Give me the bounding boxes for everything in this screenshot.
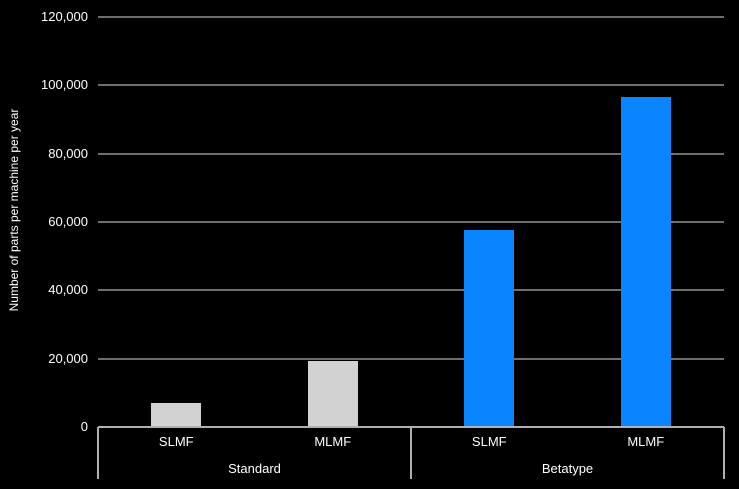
y-tick-label: 0 — [80, 419, 88, 434]
y-tick-label: 20,000 — [48, 350, 88, 366]
gridline — [98, 84, 724, 87]
group-separator — [723, 427, 725, 479]
y-axis-title: Number of parts per machine per year — [7, 108, 21, 312]
bar-standard-slmf — [151, 403, 202, 427]
group-separator — [97, 427, 99, 479]
y-tick-label: 80,000 — [48, 145, 88, 161]
y-tick-label: 120,000 — [41, 9, 88, 24]
group-label-standard: Standard — [228, 461, 281, 476]
gridline — [98, 16, 724, 18]
group-separator — [410, 427, 412, 479]
y-tick-label: 100,000 — [41, 77, 88, 93]
gridline — [98, 152, 724, 155]
bar-betatype-slmf — [464, 229, 515, 427]
gridline — [98, 357, 724, 360]
x-tick-label: SLMF — [471, 434, 507, 449]
bar-standard-mlmf — [307, 361, 358, 427]
x-tick-label: SLMF — [158, 434, 194, 449]
group-label-betatype: Betatype — [541, 461, 594, 476]
gridline — [98, 289, 724, 292]
x-tick-label: MLMF — [627, 434, 665, 449]
y-tick-label: 40,000 — [48, 282, 88, 298]
gridline — [98, 221, 724, 223]
bar-betatype-mlmf — [620, 96, 671, 427]
x-tick-label: MLMF — [314, 434, 352, 449]
y-tick-label: 60,000 — [48, 214, 88, 229]
